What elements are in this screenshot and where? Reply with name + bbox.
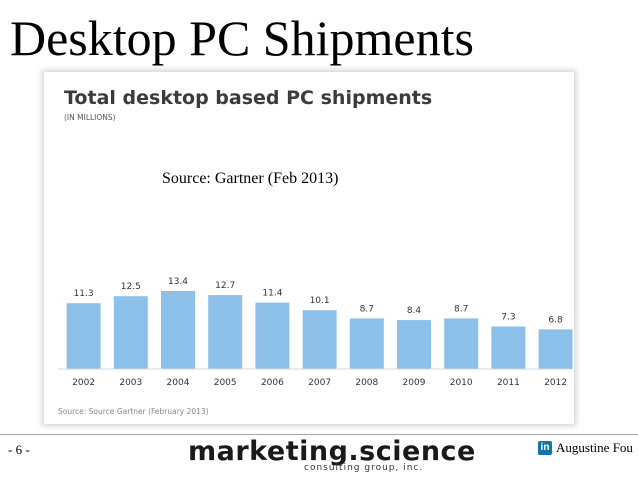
source-overlay-text: Source: Gartner (Feb 2013)	[162, 170, 339, 187]
bar-2006	[255, 302, 290, 369]
x-tick-label-2003: 2003	[119, 378, 142, 388]
x-tick-label-2011: 2011	[497, 378, 520, 388]
bar-2003	[113, 296, 148, 369]
bar-2004	[161, 291, 195, 369]
brand-tagline: consulting group, inc.	[304, 463, 424, 473]
x-tick-label-2012: 2012	[544, 378, 567, 388]
bar-2010	[444, 318, 479, 369]
value-label-2008: 8.7	[360, 304, 374, 314]
chart-panel: Total desktop based PC shipments (IN MIL…	[44, 72, 574, 424]
author-credit[interactable]: in Augustine Fou	[538, 440, 633, 456]
value-labels: 11.3 12.5 13.4 12.7 11.4 10.1 8.7 8.4 8.7 7.3 6.8	[74, 277, 563, 325]
x-tick-labels: 2002 2003 2004 2005 2006 2007 2008 2009 2010 2011…	[72, 378, 567, 388]
chart-subtitle: (IN MILLIONS)	[64, 113, 116, 122]
bar-2011	[491, 326, 526, 369]
footer-divider	[0, 434, 638, 435]
chart-source-note: Source: Source Gartner (February 2013)	[58, 407, 209, 416]
bar-2002	[66, 303, 101, 369]
brand-logo: marketing.science consulting group, inc.	[188, 436, 475, 476]
x-tick-label-2002: 2002	[72, 378, 95, 388]
value-label-2002: 11.3	[74, 289, 94, 299]
x-tick-label-2004: 2004	[167, 378, 190, 388]
chart-title: Total desktop based PC shipments	[64, 87, 432, 109]
bar-2009	[397, 320, 431, 369]
slide-title: Desktop PC Shipments	[10, 10, 474, 66]
x-tick-label-2005: 2005	[214, 378, 237, 388]
bar-2008	[349, 318, 384, 369]
value-label-2006: 11.4	[262, 289, 282, 299]
brand-name: marketing.science	[188, 436, 476, 467]
value-label-2010: 8.7	[454, 304, 468, 314]
value-label-2003: 12.5	[121, 282, 141, 292]
bar-2012	[538, 329, 573, 369]
x-tick-label-2010: 2010	[450, 378, 473, 388]
x-tick-label-2009: 2009	[403, 378, 426, 388]
value-label-2012: 6.8	[548, 315, 563, 325]
author-name: Augustine Fou	[556, 440, 633, 455]
value-label-2007: 10.1	[310, 296, 330, 306]
page-number: - 6 -	[8, 442, 30, 457]
x-tick-label-2007: 2007	[308, 378, 331, 388]
bar-2007	[302, 310, 337, 369]
bar-series	[66, 291, 573, 369]
x-tick-label-2006: 2006	[261, 378, 284, 388]
linkedin-icon[interactable]: in	[538, 441, 552, 455]
value-label-2011: 7.3	[501, 313, 515, 323]
bar-2005	[208, 295, 243, 369]
value-label-2009: 8.4	[407, 306, 422, 316]
bar-chart: Total desktop based PC shipments (IN MIL…	[58, 87, 573, 416]
x-tick-label-2008: 2008	[355, 378, 378, 388]
value-label-2005: 12.7	[215, 281, 235, 291]
value-label-2004: 13.4	[168, 277, 188, 287]
